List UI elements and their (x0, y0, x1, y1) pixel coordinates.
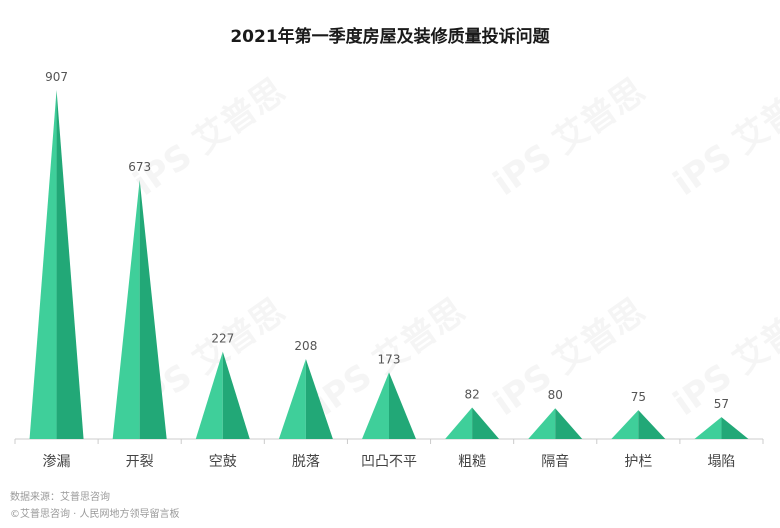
x-tick-label-4: 脱落 (292, 454, 320, 470)
bar-5-light-face (362, 372, 389, 439)
bar-9-dark-face (721, 417, 749, 439)
data-label-6: 82 (464, 387, 479, 401)
x-tick-label-8: 护栏 (624, 454, 652, 470)
bar-2-dark-face (139, 180, 167, 440)
data-label-1: 907 (45, 70, 68, 84)
bar-6-light-face (445, 407, 473, 439)
bar-1-light-face (29, 90, 57, 439)
x-tick-label-7: 隔音 (541, 453, 569, 470)
bar-2-light-face (112, 180, 140, 440)
bar-3-light-face (195, 351, 223, 439)
chart-title: 2021年第一季度房屋及装修质量投诉问题 (230, 27, 550, 47)
bar-6-dark-face (472, 407, 500, 439)
x-tick-label-5: 凹凸不平 (361, 454, 417, 470)
data-label-5: 173 (378, 352, 401, 366)
source-note: 数据来源：艾普思咨询 (10, 492, 110, 503)
bar-7-light-face (528, 408, 556, 439)
bar-4-light-face (278, 358, 306, 439)
data-label-2: 673 (128, 160, 151, 174)
x-tick-label-2: 开裂 (126, 454, 154, 470)
bar-1-dark-face (56, 90, 84, 439)
bar-7-dark-face (555, 408, 583, 439)
x-tick-label-3: 空鼓 (209, 454, 237, 470)
bar-4-dark-face (305, 358, 333, 439)
source-note-secondary: ©艾普思咨询 · 人民网地方领导留言板 (10, 509, 180, 520)
data-label-8: 75 (631, 390, 646, 404)
bar-5-dark-face (389, 372, 416, 439)
x-tick-label-1: 渗漏 (43, 454, 71, 470)
bar-8-light-face (611, 410, 639, 439)
x-tick-label-6: 粗糙 (458, 454, 486, 470)
data-label-3: 227 (211, 332, 234, 346)
x-tick-label-9: 塌陷 (707, 454, 735, 470)
bar-3-dark-face (222, 351, 250, 439)
data-label-4: 208 (294, 339, 317, 353)
bar-8-dark-face (638, 410, 666, 439)
data-label-7: 80 (548, 388, 563, 402)
bar-9-light-face (694, 417, 722, 439)
data-label-9: 57 (714, 397, 729, 411)
